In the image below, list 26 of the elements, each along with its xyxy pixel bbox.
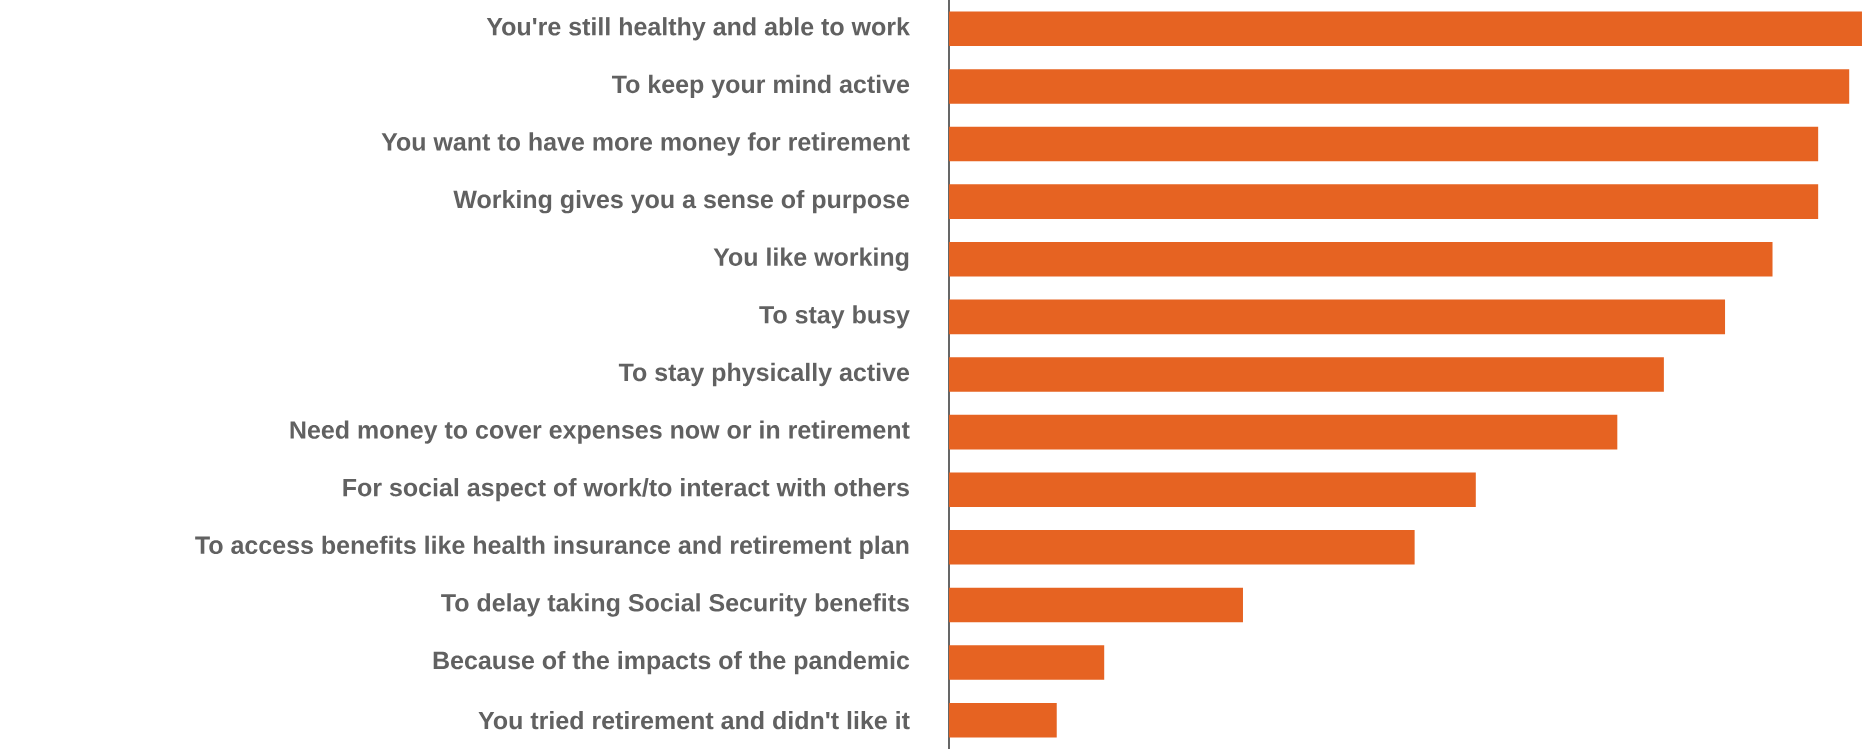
bar — [949, 530, 1415, 565]
y-tick-label: You tried retirement and didn't like it — [478, 710, 910, 730]
y-tick-label: For social aspect of work/to interact with others — [343, 478, 909, 502]
bar — [949, 414, 1618, 450]
bar — [949, 126, 1819, 162]
bar — [949, 472, 1476, 508]
bar — [949, 587, 1243, 623]
bar — [949, 241, 1773, 277]
y-tick-label: Because of the impacts of the pandemic — [433, 650, 910, 675]
bar — [949, 11, 1862, 47]
bar — [949, 184, 1819, 219]
y-tick-label: Need money to cover expenses now or in retirement — [290, 420, 910, 444]
bar — [949, 299, 1726, 335]
bar — [949, 702, 1057, 738]
y-tick-label: To access benefits like health insurance and retirement plan — [195, 535, 909, 559]
bar — [949, 357, 1664, 392]
y-tick-label: To keep your mind active — [611, 74, 910, 99]
y-tick-label: You like working — [713, 247, 909, 271]
y-tick-label: Working gives you a sense of purpose — [453, 189, 910, 214]
y-tick-label: You're still healthy and able to work — [486, 17, 910, 41]
bar — [949, 645, 1105, 680]
bar — [949, 69, 1850, 104]
y-tick-label: To delay taking Social Security benefits — [441, 593, 909, 617]
y-tick-label: You want to have more money for retirement — [381, 132, 910, 156]
y-tick-label: To stay physically active — [618, 362, 910, 387]
y-tick-label: To stay busy — [759, 305, 910, 329]
